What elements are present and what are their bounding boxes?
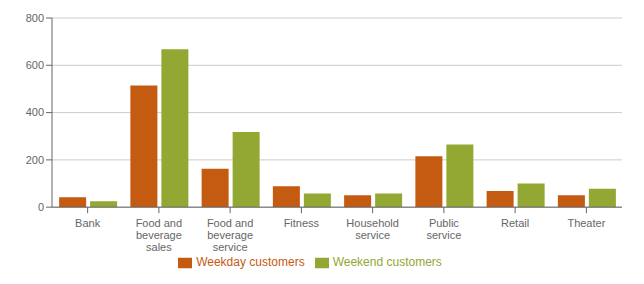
svg-text:Food andbeverageservice: Food andbeverageservice bbox=[207, 217, 253, 253]
svg-text:600: 600 bbox=[26, 59, 44, 71]
svg-text:800: 800 bbox=[26, 12, 44, 24]
html-text:Weekday customers: Weekday customers bbox=[196, 255, 305, 270]
html-text:Weekend customers: Weekend customers bbox=[332, 255, 442, 270]
svg-text:400: 400 bbox=[26, 106, 44, 118]
svg-text:0: 0 bbox=[38, 201, 44, 213]
svg-text:Theater: Theater bbox=[567, 217, 605, 229]
svg-text:Retail: Retail bbox=[501, 217, 529, 229]
svg-text:200: 200 bbox=[26, 154, 44, 166]
svg-text:Householdservice: Householdservice bbox=[346, 217, 399, 241]
svg-text:Food andbeveragesales: Food andbeveragesales bbox=[136, 217, 182, 253]
svg-text:Bank: Bank bbox=[75, 217, 101, 229]
svg-text:Publicservice: Publicservice bbox=[426, 217, 461, 241]
svg-text:Fitness: Fitness bbox=[284, 217, 320, 229]
